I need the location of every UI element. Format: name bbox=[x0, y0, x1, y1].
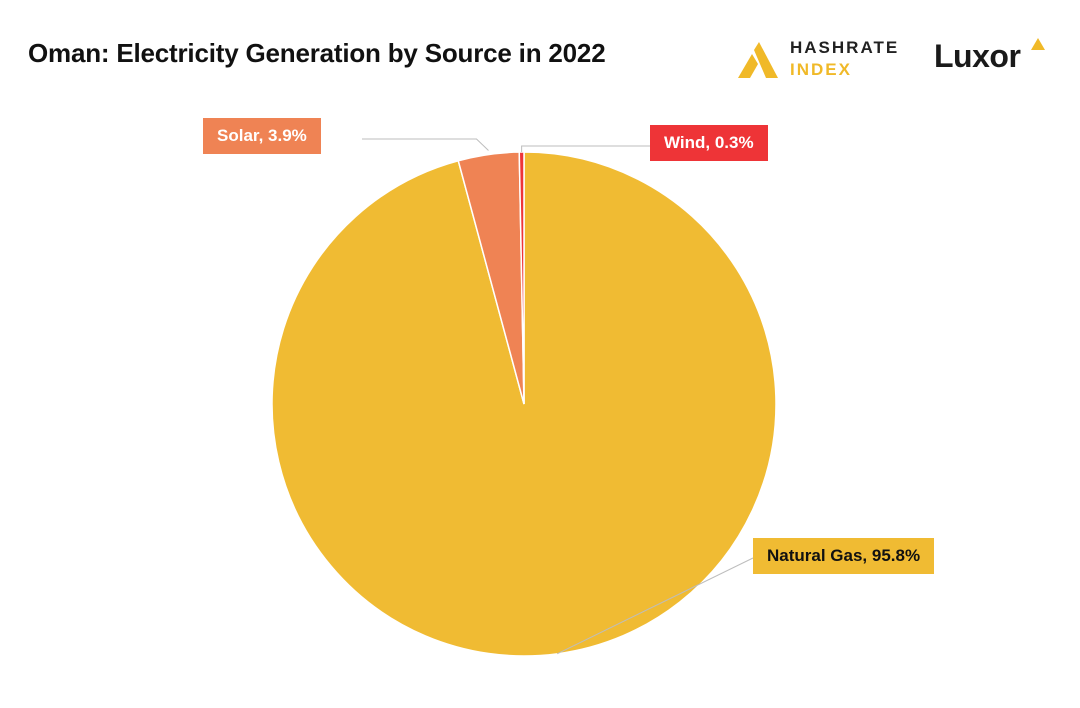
hashrate-logo-text: HASHRATE bbox=[790, 38, 900, 57]
slice-label-natural-gas: Natural Gas, 95.8% bbox=[753, 538, 935, 574]
pie-slices bbox=[271, 151, 777, 657]
slice-label-solar: Solar, 3.9% bbox=[203, 118, 321, 154]
luxor-logo-text: Luxor bbox=[934, 38, 1021, 74]
chart-title: Oman: Electricity Generation by Source i… bbox=[28, 38, 606, 68]
hashrate-logo-icon bbox=[738, 42, 778, 78]
slice-label-wind: Wind, 0.3% bbox=[650, 125, 768, 161]
leader-line-natural-gas bbox=[556, 557, 754, 655]
luxor-logo: Luxor bbox=[934, 38, 1054, 78]
leader-line-solar bbox=[362, 138, 489, 151]
leader-line-wind bbox=[521, 145, 650, 153]
label-leader-lines bbox=[362, 138, 754, 655]
index-logo-text: INDEX bbox=[790, 60, 852, 79]
luxor-logo-icon bbox=[1031, 38, 1045, 50]
hashrate-index-logo: HASHRATE INDEX bbox=[738, 36, 908, 86]
pie-slice-wind bbox=[518, 151, 525, 405]
